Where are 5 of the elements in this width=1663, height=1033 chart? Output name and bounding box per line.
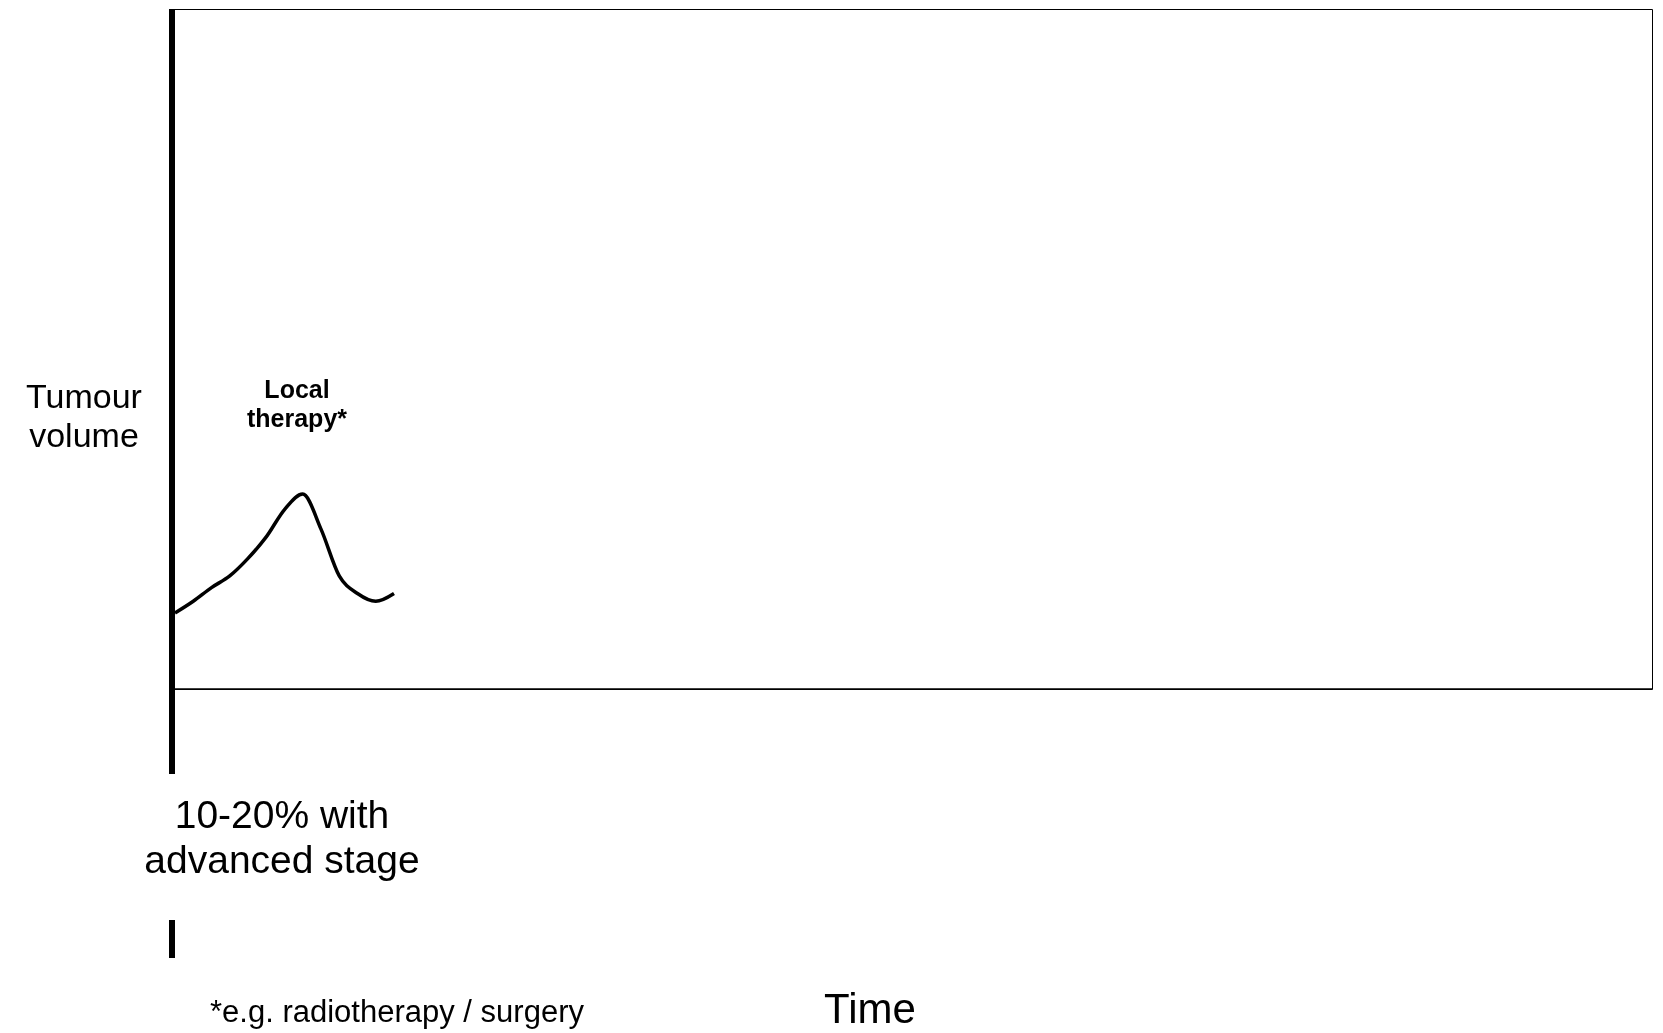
y-axis-title: Tumour volume (26, 377, 142, 455)
text: Time (824, 985, 916, 1032)
text: *e.g. radiotherapy / surgery (210, 994, 585, 1029)
text: Local therapy* (246, 375, 348, 432)
text: 10-20% with advanced stage (144, 793, 420, 881)
